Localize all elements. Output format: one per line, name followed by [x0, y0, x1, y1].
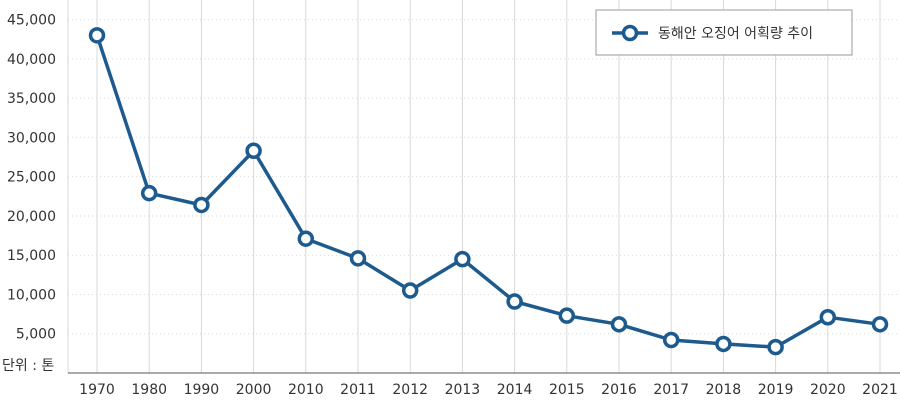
data-point	[558, 307, 576, 324]
x-tick-label: 2000	[236, 382, 272, 398]
x-tick-label: 2017	[653, 382, 689, 398]
data-point	[88, 27, 106, 44]
data-point	[506, 293, 523, 310]
x-tick-label: 2014	[497, 382, 533, 398]
x-tick-label: 1990	[184, 382, 220, 398]
data-point	[871, 316, 889, 333]
data-point	[349, 250, 367, 267]
y-tick-label: 25,000	[7, 170, 56, 186]
legend-label: 동해안 오징어 어획량 추이	[658, 26, 813, 42]
data-point	[401, 282, 419, 299]
y-tick-label: 35,000	[7, 91, 56, 107]
x-tick-label: 2020	[810, 382, 846, 398]
grid	[67, 0, 900, 373]
unit-label: 단위 : 톤	[2, 358, 54, 374]
x-tick-label: 2016	[601, 382, 637, 398]
data-point	[610, 316, 628, 333]
data-point	[140, 184, 158, 202]
data-point	[715, 335, 732, 353]
x-tick-label: 2010	[288, 382, 324, 398]
data-point	[245, 142, 262, 160]
x-tick-label: 2015	[549, 382, 585, 398]
x-tick-labels: 1970 1980 1990 2000 2010 2011 2012 2013 2014 2015…	[79, 382, 898, 398]
legend-marker-icon	[621, 24, 639, 42]
x-tick-label: 1980	[131, 382, 167, 398]
x-tick-label: 2011	[340, 382, 376, 398]
data-series	[88, 27, 889, 356]
y-tick-labels: 5,000 10,000 15,000 20,000 25,000 30,000 35,00…	[7, 13, 56, 343]
x-tick-label: 2019	[758, 382, 794, 398]
data-point	[297, 230, 315, 247]
data-point	[193, 196, 210, 214]
legend: 동해안 오징어 어획량 추이	[595, 9, 853, 56]
y-tick-label: 45,000	[7, 13, 56, 29]
x-tick-label: 2013	[445, 382, 481, 398]
x-tick-label: 2018	[706, 382, 742, 398]
y-tick-label: 40,000	[7, 52, 56, 68]
x-tick-label: 1970	[79, 382, 115, 398]
data-point	[454, 250, 471, 268]
y-tick-label: 5,000	[16, 327, 56, 343]
y-tick-label: 15,000	[7, 248, 56, 264]
data-point	[662, 331, 680, 349]
data-point	[819, 308, 837, 326]
y-tick-label: 20,000	[7, 209, 56, 225]
x-tick-label: 2021	[862, 382, 898, 398]
y-tick-label: 10,000	[7, 287, 56, 303]
y-tick-label: 30,000	[7, 130, 56, 146]
data-point	[767, 338, 784, 356]
series-line	[95, 34, 881, 349]
x-tick-label: 2012	[392, 382, 428, 398]
